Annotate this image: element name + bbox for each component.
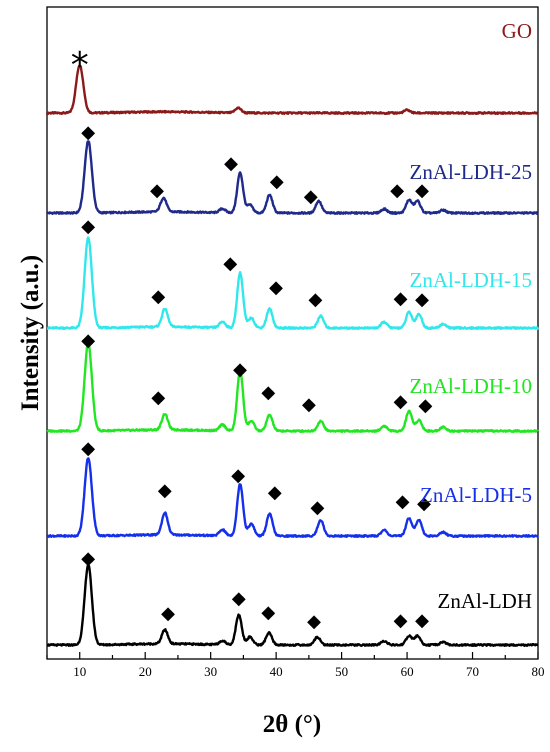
peak-marker-2-0: ◆ bbox=[81, 216, 95, 237]
plot-frame bbox=[46, 6, 539, 660]
peak-marker-2-1: ◆ bbox=[151, 286, 165, 307]
peak-marker-4-4: ◆ bbox=[310, 497, 324, 518]
peak-marker-3-3: ◆ bbox=[261, 382, 275, 403]
x-tick-label-20: 20 bbox=[139, 664, 152, 679]
peak-marker-4-3: ◆ bbox=[268, 482, 282, 503]
series-line-5 bbox=[46, 563, 539, 647]
series-label-2: ZnAl-LDH-15 bbox=[410, 268, 532, 292]
y-axis-title: Intensity (a.u.) bbox=[17, 255, 44, 411]
peak-marker-1-4: ◆ bbox=[304, 186, 318, 207]
peak-marker-5-4: ◆ bbox=[307, 611, 321, 632]
series-label-4: ZnAl-LDH-5 bbox=[420, 483, 532, 507]
series-labels: GO ZnAl-LDH-25 ZnAl-LDH-15 ZnAl-LDH-10 ZnAl-… bbox=[410, 19, 532, 613]
peak-marker-4-2: ◆ bbox=[231, 465, 245, 486]
peak-marker-5-5: ◆ bbox=[394, 610, 408, 631]
peak-marker-3-6: ◆ bbox=[418, 395, 432, 416]
peak-marker-5-6: ◆ bbox=[415, 610, 429, 631]
peak-marker-0-0: * bbox=[71, 45, 89, 86]
peak-marker-3-1: ◆ bbox=[151, 387, 165, 408]
peak-marker-2-3: ◆ bbox=[269, 277, 283, 298]
series-line-0 bbox=[45, 64, 539, 115]
series-line-2 bbox=[46, 236, 540, 330]
series-label-0: GO bbox=[502, 19, 532, 43]
x-tick-label-30: 30 bbox=[204, 664, 217, 679]
peak-marker-2-6: ◆ bbox=[415, 289, 429, 310]
peak-marker-2-5: ◆ bbox=[394, 288, 408, 309]
x-tick-label-10: 10 bbox=[73, 664, 86, 679]
peak-marker-1-2: ◆ bbox=[224, 153, 238, 174]
series-label-1: ZnAl-LDH-25 bbox=[410, 160, 532, 184]
series-line-3 bbox=[46, 341, 539, 433]
peak-marker-3-4: ◆ bbox=[302, 394, 316, 415]
peak-marker-5-0: ◆ bbox=[81, 548, 95, 569]
peak-marker-3-5: ◆ bbox=[394, 391, 408, 412]
x-axis-title: 2θ (°) bbox=[263, 711, 321, 738]
x-axis: 10 20 30 40 50 60 70 80 bbox=[46, 652, 545, 679]
peak-marker-5-2: ◆ bbox=[232, 588, 246, 609]
series-label-5: ZnAl-LDH bbox=[438, 589, 532, 613]
peak-marker-1-6: ◆ bbox=[415, 180, 429, 201]
peak-marker-1-1: ◆ bbox=[150, 180, 164, 201]
peak-marker-4-6: ◆ bbox=[417, 493, 431, 514]
peak-marker-1-0: ◆ bbox=[81, 122, 95, 143]
peak-marker-3-0: ◆ bbox=[81, 330, 95, 351]
peak-marker-1-5: ◆ bbox=[390, 180, 404, 201]
peak-marker-4-5: ◆ bbox=[396, 491, 410, 512]
series-label-3: ZnAl-LDH-10 bbox=[410, 374, 532, 398]
peak-marker-4-1: ◆ bbox=[158, 480, 172, 501]
peak-marker-2-4: ◆ bbox=[308, 289, 322, 310]
peak-markers: * ◆ ◆ ◆ ◆ ◆ ◆ ◆ ◆ ◆ ◆ ◆ ◆ ◆ ◆ ◆ ◆ ◆ ◆ ◆ ◆ ◆ ◆ ◆ ◆ ◆ ◆ ◆ ◆ ◆ ◆ ◆ ◆ ◆ ◆ ◆ bbox=[71, 45, 433, 632]
x-tick-label-80: 80 bbox=[532, 664, 545, 679]
x-tick-label-60: 60 bbox=[401, 664, 414, 679]
series-line-4 bbox=[45, 457, 539, 538]
series-traces bbox=[45, 64, 540, 647]
peak-marker-5-1: ◆ bbox=[161, 603, 175, 624]
x-tick-label-40: 40 bbox=[270, 664, 283, 679]
series-line-1 bbox=[45, 140, 539, 215]
x-tick-label-70: 70 bbox=[466, 664, 479, 679]
x-tick-label-50: 50 bbox=[335, 664, 348, 679]
peak-marker-2-2: ◆ bbox=[223, 253, 237, 274]
peak-marker-4-0: ◆ bbox=[81, 438, 95, 459]
peak-marker-5-3: ◆ bbox=[261, 602, 275, 623]
peak-marker-1-3: ◆ bbox=[270, 171, 284, 192]
peak-marker-3-2: ◆ bbox=[233, 359, 247, 380]
